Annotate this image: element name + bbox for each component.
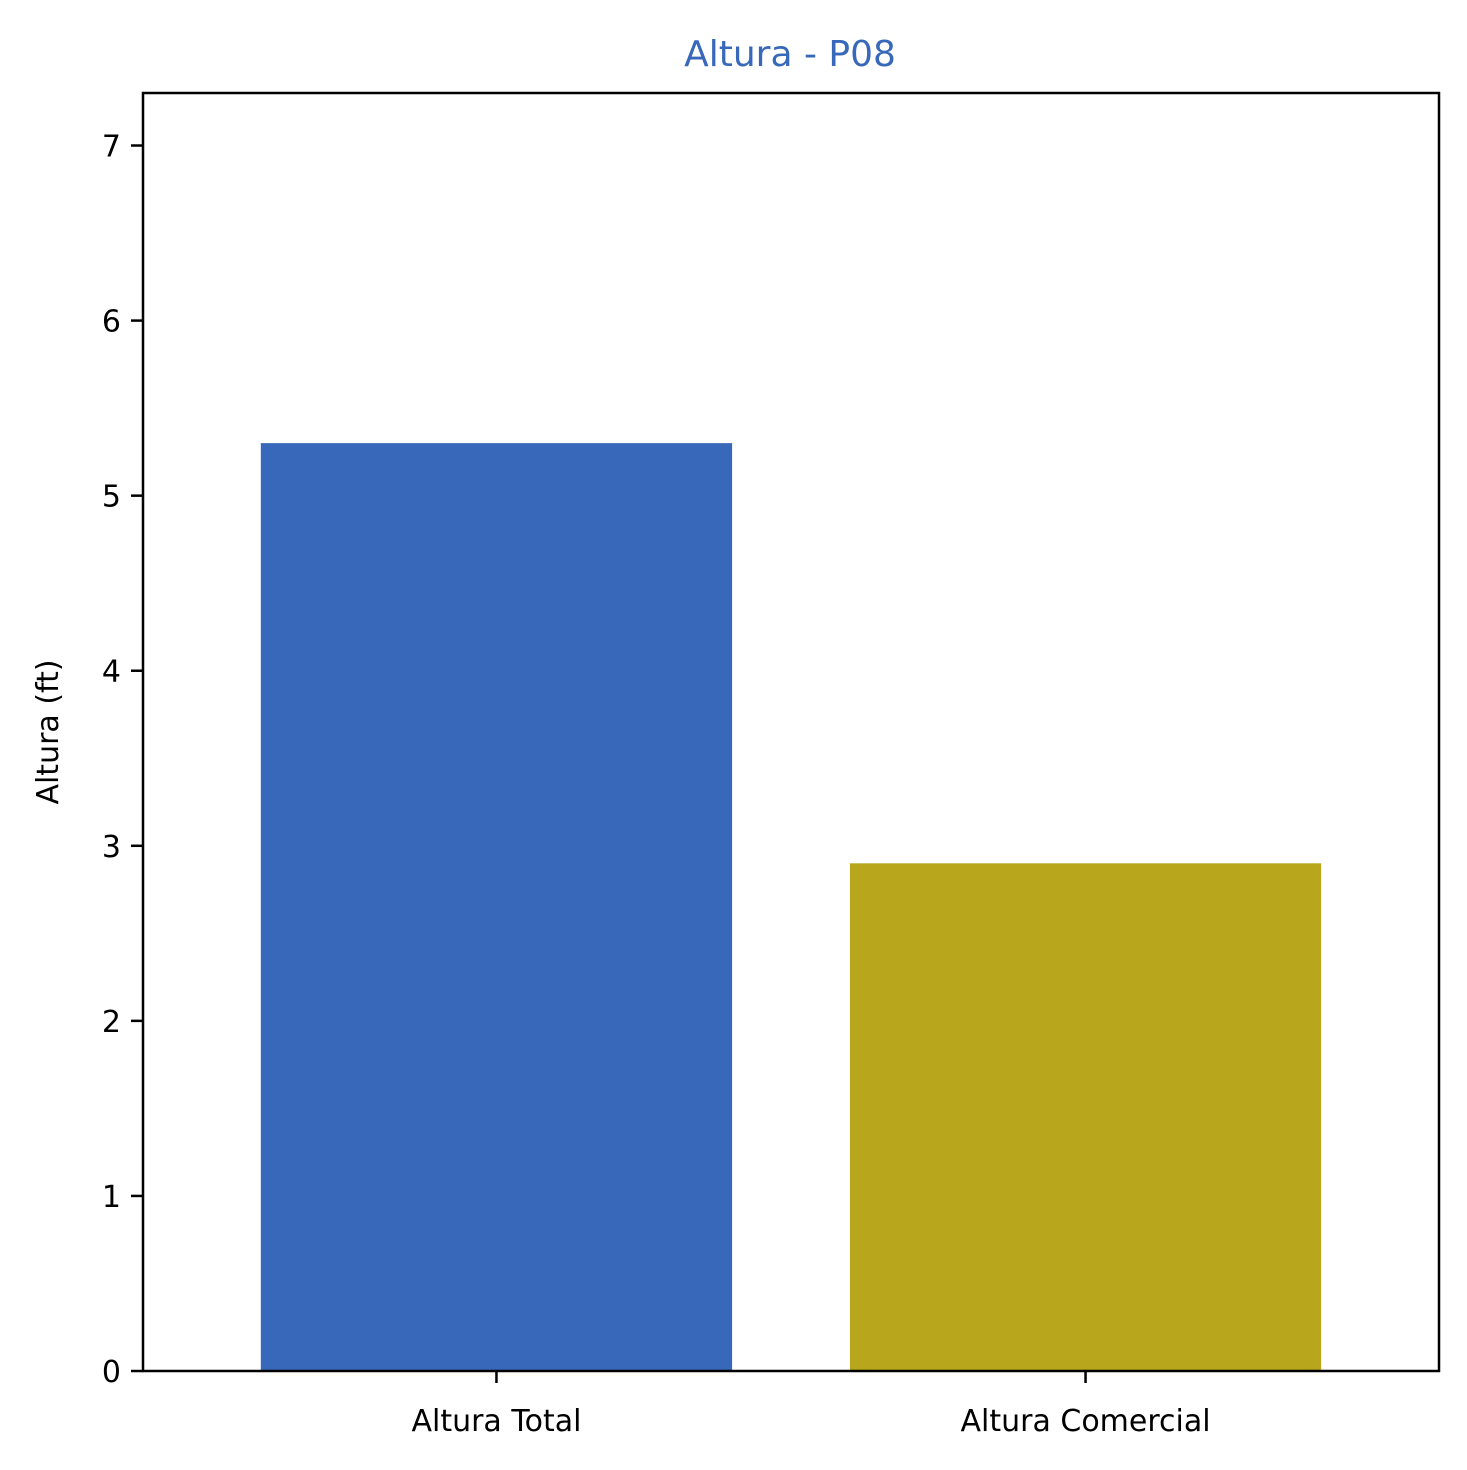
- y-tick-label: 7: [102, 130, 121, 165]
- y-axis-title: Altura (ft): [31, 659, 66, 804]
- bar-altura-total: [260, 443, 733, 1372]
- bar-altura-comercial: [849, 863, 1322, 1371]
- x-tick-label-altura-comercial: Altura Comercial: [960, 1404, 1210, 1439]
- chart-title: Altura - P08: [684, 34, 896, 75]
- x-tick-label-altura-total: Altura Total: [411, 1404, 581, 1439]
- plot-frame: [141, 91, 1441, 1373]
- y-tick-label: 5: [102, 480, 121, 515]
- y-tick-label: 2: [102, 1005, 121, 1040]
- y-tick-label: 1: [102, 1180, 121, 1215]
- y-tick-label: 0: [102, 1355, 121, 1390]
- y-tick-label: 4: [102, 655, 121, 690]
- y-tick-label: 3: [102, 830, 121, 865]
- y-tick-label: 6: [102, 305, 121, 340]
- y-axis: 0 1 2 3 4 5 6 7: [102, 130, 143, 1390]
- x-axis: Altura Total Altura Comercial: [411, 1371, 1211, 1439]
- bars-group: [260, 443, 1322, 1372]
